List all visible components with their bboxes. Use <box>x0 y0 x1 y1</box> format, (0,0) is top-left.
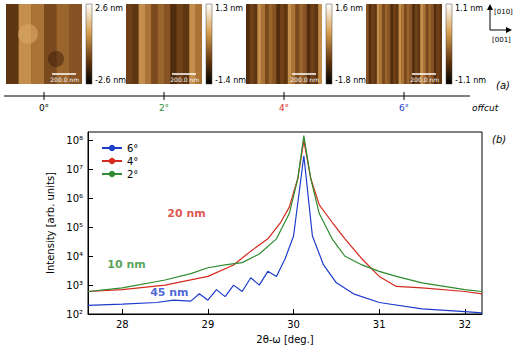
svg-text:1.6 nm: 1.6 nm <box>335 4 363 13</box>
svg-text:[010]: [010] <box>494 8 513 16</box>
svg-text:200.0 nm: 200.0 nm <box>50 76 79 83</box>
svg-text:200.0 nm: 200.0 nm <box>410 76 439 83</box>
svg-text:28: 28 <box>116 319 129 330</box>
svg-text:2°: 2° <box>159 103 169 113</box>
svg-text:2°: 2° <box>127 169 138 180</box>
svg-text:2θ-ω [deg.]: 2θ-ω [deg.] <box>256 334 314 345</box>
svg-text:-1.1 nm: -1.1 nm <box>455 76 486 85</box>
svg-text:2.6 nm: 2.6 nm <box>95 4 123 13</box>
svg-text:30: 30 <box>287 319 300 330</box>
svg-text:1.1 nm: 1.1 nm <box>455 4 483 13</box>
svg-text:10⁵: 10⁵ <box>66 222 83 233</box>
svg-text:10 nm: 10 nm <box>107 258 145 271</box>
svg-text:(b): (b) <box>492 134 506 145</box>
svg-text:-1.8 nm: -1.8 nm <box>335 76 366 85</box>
svg-text:6°: 6° <box>127 143 138 154</box>
svg-text:(a): (a) <box>496 80 510 91</box>
svg-text:32: 32 <box>459 319 472 330</box>
svg-text:0°: 0° <box>39 103 49 113</box>
svg-text:[001]: [001] <box>492 36 511 44</box>
svg-text:-2.6 nm: -2.6 nm <box>95 76 126 85</box>
svg-text:10⁴: 10⁴ <box>66 251 83 262</box>
svg-text:-1.4 nm: -1.4 nm <box>215 76 246 85</box>
svg-text:1.3 nm: 1.3 nm <box>215 4 243 13</box>
svg-text:200.0 nm: 200.0 nm <box>290 76 319 83</box>
svg-text:10⁶: 10⁶ <box>66 193 83 204</box>
svg-text:10³: 10³ <box>66 280 83 291</box>
svg-text:200.0 nm: 200.0 nm <box>170 76 199 83</box>
svg-text:4°: 4° <box>127 156 138 167</box>
svg-text:6°: 6° <box>399 103 409 113</box>
svg-text:31: 31 <box>373 319 386 330</box>
svg-text:4°: 4° <box>279 103 289 113</box>
svg-text:45 nm: 45 nm <box>150 286 188 299</box>
svg-text:Intensity [arb. units]: Intensity [arb. units] <box>45 172 56 274</box>
svg-text:29: 29 <box>202 319 215 330</box>
svg-text:10⁷: 10⁷ <box>66 164 83 175</box>
svg-text:20 nm: 20 nm <box>167 207 205 220</box>
svg-text:offcut: offcut <box>472 103 499 113</box>
svg-text:10²: 10² <box>66 309 83 320</box>
svg-text:10⁸: 10⁸ <box>66 135 83 146</box>
